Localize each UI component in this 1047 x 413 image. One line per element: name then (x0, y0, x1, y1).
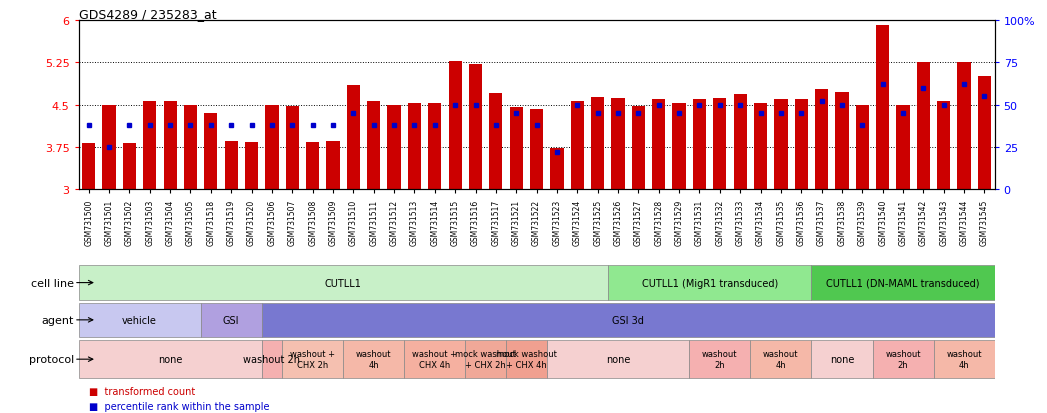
Bar (327, 142, 339, 190)
Bar (163, 101, 177, 190)
Text: vehicle: vehicle (122, 315, 157, 325)
Bar (448, 62, 462, 190)
Bar (689, 340, 751, 378)
Text: washout +
CHX 2h: washout + CHX 2h (290, 350, 335, 369)
Bar (428, 104, 442, 190)
Bar (937, 101, 951, 190)
Text: none: none (158, 354, 182, 364)
Bar (306, 142, 319, 190)
Bar (815, 90, 828, 190)
Bar (592, 98, 604, 190)
Text: agent: agent (42, 315, 74, 325)
Bar (672, 104, 686, 190)
Bar (652, 100, 665, 190)
Bar (811, 340, 872, 378)
Text: mock washout
+ CHX 2h: mock washout + CHX 2h (455, 350, 516, 369)
Bar (510, 108, 522, 190)
Text: CUTLL1 (DN-MAML transduced): CUTLL1 (DN-MAML transduced) (826, 278, 980, 288)
Bar (387, 105, 401, 190)
Text: washout
2h: washout 2h (886, 350, 920, 369)
Bar (286, 107, 298, 190)
Bar (367, 101, 380, 190)
Text: mock washout
+ CHX 4h: mock washout + CHX 4h (496, 350, 557, 369)
Bar (489, 94, 503, 190)
Text: ■  percentile rank within the sample: ■ percentile rank within the sample (89, 401, 269, 411)
Bar (82, 144, 95, 190)
Bar (79, 303, 201, 337)
Bar (103, 105, 115, 190)
Bar (693, 100, 706, 190)
Bar (408, 104, 421, 190)
Bar (734, 95, 747, 190)
Text: protocol: protocol (28, 354, 74, 364)
Bar (608, 266, 811, 300)
Bar (872, 340, 934, 378)
Text: washout 2h: washout 2h (244, 354, 300, 364)
Bar (754, 104, 767, 190)
Bar (958, 63, 971, 190)
Bar (876, 26, 889, 190)
Text: washout
4h: washout 4h (763, 350, 799, 369)
Bar (469, 65, 482, 190)
Bar (262, 340, 282, 378)
Bar (245, 143, 259, 190)
Bar (262, 303, 995, 337)
Text: washout +
CHX 4h: washout + CHX 4h (413, 350, 458, 369)
Bar (184, 105, 197, 190)
Bar (855, 105, 869, 190)
Bar (79, 266, 608, 300)
Text: none: none (606, 354, 630, 364)
Bar (547, 340, 689, 378)
Text: GSI 3d: GSI 3d (612, 315, 644, 325)
Bar (631, 107, 645, 190)
Bar (713, 99, 727, 190)
Bar (896, 105, 910, 190)
Text: CUTLL1: CUTLL1 (325, 278, 361, 288)
Bar (465, 340, 506, 378)
Text: ■  transformed count: ■ transformed count (89, 387, 195, 396)
Bar (347, 85, 360, 190)
Bar (917, 63, 930, 190)
Bar (404, 340, 465, 378)
Bar (265, 105, 279, 190)
Text: none: none (830, 354, 854, 364)
Bar (811, 266, 995, 300)
Bar (836, 93, 848, 190)
Bar (204, 114, 218, 190)
Text: washout
4h: washout 4h (356, 350, 392, 369)
Bar (530, 110, 543, 190)
Bar (225, 142, 238, 190)
Bar (282, 340, 343, 378)
Bar (343, 340, 404, 378)
Bar (775, 100, 787, 190)
Bar (611, 99, 625, 190)
Bar (571, 101, 584, 190)
Bar (795, 100, 808, 190)
Bar (751, 340, 811, 378)
Bar (551, 149, 563, 190)
Text: washout
2h: washout 2h (703, 350, 737, 369)
Bar (934, 340, 995, 378)
Bar (506, 340, 547, 378)
Text: cell line: cell line (31, 278, 74, 288)
Bar (201, 303, 262, 337)
Bar (122, 144, 136, 190)
Text: CUTLL1 (MigR1 transduced): CUTLL1 (MigR1 transduced) (642, 278, 778, 288)
Text: GSI: GSI (223, 315, 240, 325)
Bar (143, 101, 156, 190)
Text: washout
4h: washout 4h (946, 350, 982, 369)
Bar (79, 340, 262, 378)
Text: GDS4289 / 235283_at: GDS4289 / 235283_at (79, 8, 216, 21)
Bar (978, 77, 992, 190)
